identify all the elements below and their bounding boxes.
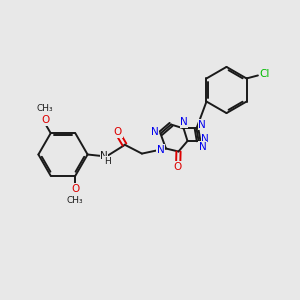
Text: N: N — [157, 145, 164, 155]
Text: CH₃: CH₃ — [67, 196, 84, 205]
Text: O: O — [41, 115, 50, 125]
Text: N: N — [151, 127, 159, 137]
Text: CH₃: CH₃ — [37, 104, 54, 113]
Text: Cl: Cl — [259, 69, 270, 79]
Text: N: N — [180, 117, 188, 128]
Text: O: O — [72, 184, 80, 194]
Text: N: N — [201, 134, 209, 145]
Text: N: N — [100, 151, 108, 161]
Text: O: O — [174, 161, 182, 172]
Text: O: O — [114, 127, 122, 137]
Text: N: N — [199, 142, 206, 152]
Text: N: N — [198, 120, 206, 130]
Text: H: H — [104, 157, 111, 166]
